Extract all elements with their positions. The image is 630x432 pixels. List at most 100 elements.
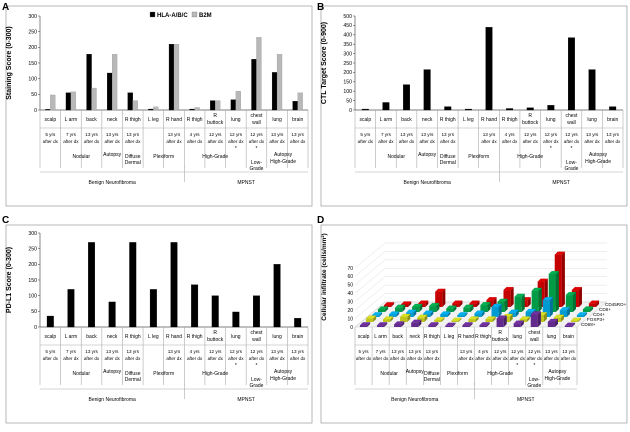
c-bar-pd-l1 [129,242,137,328]
b-bar-ctl-target [588,69,596,111]
d-subgroup-label: Nodular [380,371,398,377]
b-time-label: 13 yrs [483,132,496,137]
d-bar-top-cd68- [496,315,507,319]
d-bar-top-foxp3- [553,314,565,318]
d-bar-side-cd4- [549,297,553,317]
c-time-label: 12 yrs [230,349,243,354]
d-bar-foxp3- [468,319,476,322]
a-bar-b2m [153,106,159,111]
a-group-label: Benign Neurofibroma [89,180,136,186]
c-site-label: wall [252,337,261,343]
d-bar-cd8- [531,290,539,312]
c-bar-pd-l1 [170,242,178,328]
a-time-label: 13 yrs [291,132,304,137]
d-bar-top-cd4- [371,312,383,316]
a-autopsy-label: Autopsy [103,152,122,158]
c-subgroup-label: Nodular [72,371,90,377]
d-bar-side-cd45ro- [578,287,582,307]
d-group-label: MPNST [517,397,535,403]
c-y-tick-label: 200 [28,262,37,268]
d-bar-top-cd45ro- [571,287,583,291]
d-bar-cd8- [412,306,420,312]
b-site-label: chest [565,113,578,119]
a-time-label: 4 yrs [190,132,201,137]
d-bar-cd8- [480,305,488,312]
b-site-label: wall [567,120,576,126]
c-group-label: Benign Neurofibroma [89,397,136,403]
c-mark: * [235,363,237,369]
d-bar-cd68- [377,325,385,327]
d-site-label: R [498,330,502,336]
b-time-label: 4 yrs [505,132,516,137]
panel-c: C 0 50 100 150 200 250 300 PD-L1 Score (0-300) s… [0,213,315,427]
a-subgroup-label: Dermal [125,160,141,166]
a-y-tick-label: 0 [34,108,37,114]
d-y-tick-label: 60 [347,274,353,280]
c-subgroup-label: Low- [251,377,262,383]
c-time-label: 13 yrs [85,349,98,354]
c-time-label: after dx [228,356,244,361]
b-group-label: Benign Neurofibroma [404,180,451,186]
c-bar-pd-l1 [211,295,219,328]
d-site-label: buttock [492,337,509,343]
d-bar-cd68- [359,325,368,327]
c-y-tick-label: 50 [31,309,37,315]
d-bar-side-cd8- [504,298,508,312]
d-bar-cd8- [463,307,471,312]
d-bar-top-cd68- [359,322,371,326]
d-bar-side-cd45ro- [527,297,531,307]
d-bar-top-cd4- [457,312,468,316]
d-bar-cd8- [582,309,591,312]
d-bar-side-cd45ro- [510,287,514,307]
a-bar-hla-a-b-c [86,54,92,111]
d-bar-cd8- [565,295,573,312]
a-time-label: after dx [125,139,141,144]
b-plot-frame [320,5,628,207]
d-site-label: scalp [358,334,370,340]
a-time-label: 13 yrs [127,132,140,137]
d-gridline-side [354,293,386,319]
d-autopsy-label: Autopsy [548,369,567,375]
d-bar-cd68- [394,324,402,327]
b-time-label: 13 yrs [421,132,434,137]
b-bar-ctl-target [423,69,431,111]
d-bar-side-cd4- [498,303,502,317]
b-bar-ctl-target [382,102,390,111]
b-bar-ctl-target [464,108,472,111]
d-time-label: 12 yrs [528,349,541,354]
c-y-tick-label: 150 [28,278,37,284]
b-subgroup-label: High-Grade [517,154,543,160]
c-site-label: R [213,330,217,336]
c-y-tick-label: 300 [28,231,37,237]
a-legend-label: B2M [199,13,212,19]
d-subgroup-label: High-Grade [544,376,570,382]
b-mark: * [550,146,552,152]
c-time-label: after dx [166,356,182,361]
b-y-tick-label: 250 [343,61,352,67]
d-legend-label: CD68+ [581,322,596,327]
d-bar-cd68- [547,321,555,327]
d-bar-foxp3- [365,318,374,322]
d-subgroup-label: High-Grade [487,371,513,377]
b-time-label: 5 yrs [360,132,371,137]
b-bar-ctl-target [444,106,452,111]
b-y-tick-label: 450 [343,23,352,29]
b-subgroup-label: Diffuse [440,154,456,160]
d-site-label: back [392,334,403,340]
b-site-label: R hand [481,117,497,123]
c-time-label: after dx [63,356,79,361]
d-bar-cd68- [445,325,453,327]
d-bar-side-cd45ro- [476,300,480,307]
d-gridline-side [354,242,386,269]
d-bar-foxp3- [451,320,459,322]
d-time-label: after dx [544,356,560,361]
d-bar-side-cd4- [464,312,468,317]
d-bar-cd68- [462,325,470,327]
c-site-label: neck [107,334,118,340]
c-bar-pd-l1 [273,264,281,328]
b-mark: * [570,146,572,152]
b-group-label: MPNST [552,180,570,186]
d-bar-top-cd68- [428,322,439,326]
b-time-label: 13 yrs [606,132,619,137]
d-bar-side-cd8- [590,306,594,312]
